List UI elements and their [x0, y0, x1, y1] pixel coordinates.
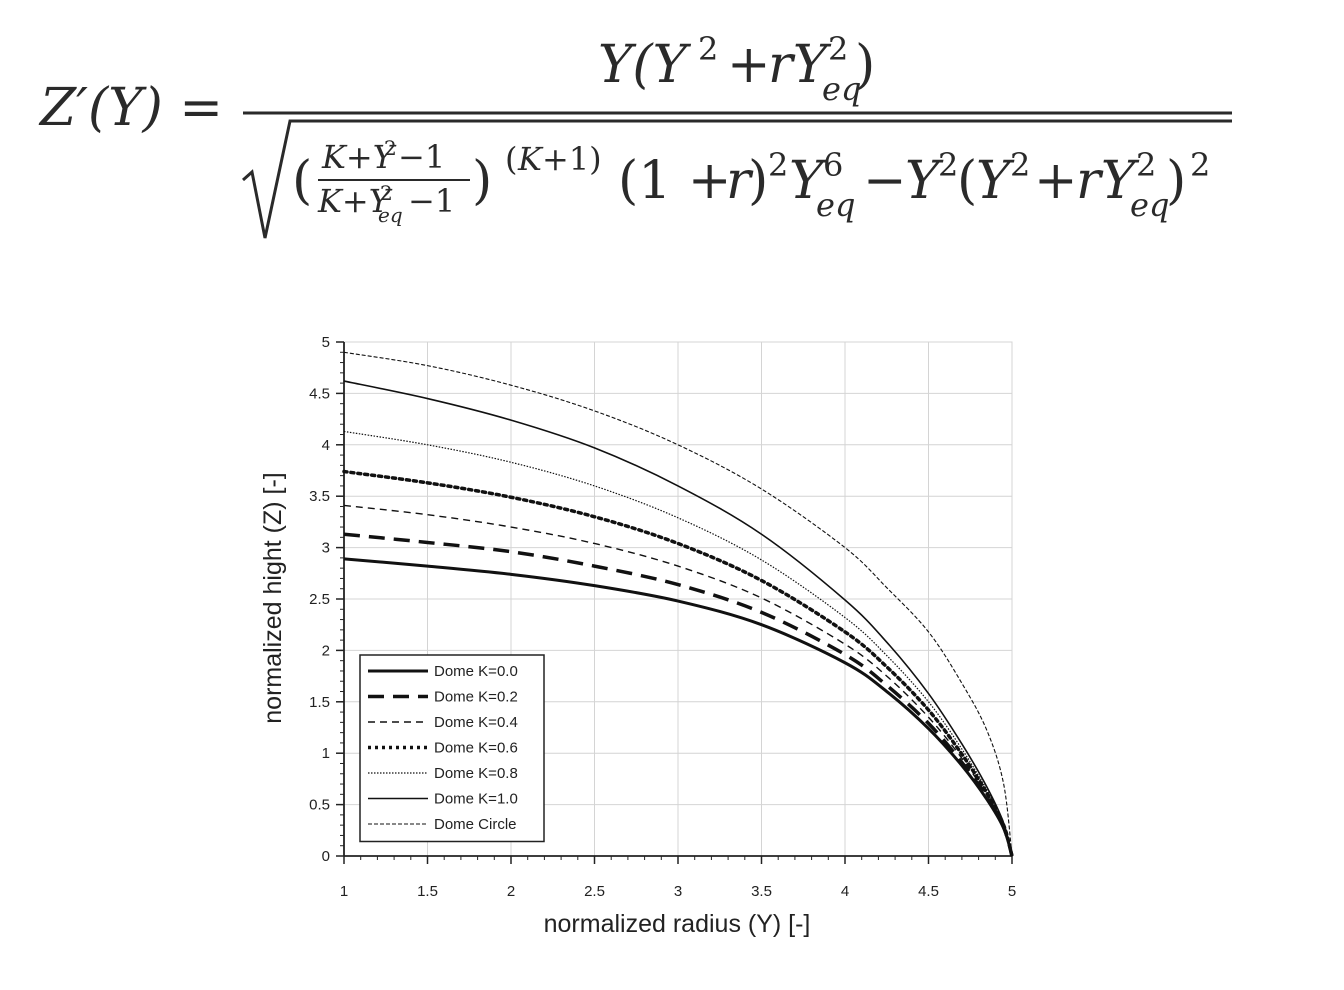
svg-text:): )	[748, 151, 768, 211]
svg-text:+1): +1)	[542, 140, 602, 178]
legend-label: Dome K=1.0	[434, 791, 518, 808]
x-tick-label: 4.5	[918, 883, 939, 900]
legend: Dome K=0.0 Dome K=0.2 Dome K=0.4 Dome K=0.6…	[359, 654, 545, 843]
series-line-dome-k-1-0	[343, 380, 1013, 857]
legend-label: Dome K=0.2	[434, 689, 518, 706]
equation-lhs: Z′(Y) =	[38, 78, 223, 138]
tick-labels: 1 1.5 2 2.5 3 3.5 4 4.5 5 0 0.5 1 1.5 2 2.5 3 3.5 4 4.5 5	[309, 334, 1016, 900]
svg-text:(: (	[957, 151, 977, 211]
svg-text:eq: eq	[816, 186, 855, 224]
svg-text:eq: eq	[378, 203, 403, 227]
equation-radicand: ( K+Y 2 −1 K+Y 2 eq −1 ) ( K +1) (1 + r …	[292, 136, 1210, 227]
svg-text:Y(Y: Y(Y	[598, 35, 692, 95]
svg-text:eq: eq	[822, 70, 861, 108]
svg-text:rY: rY	[768, 35, 832, 95]
y-tick-label: 2.5	[309, 591, 330, 608]
x-tick-label: 1	[340, 883, 348, 900]
y-tick-label: 3.5	[309, 488, 330, 505]
y-tick-label: 0	[322, 848, 330, 865]
svg-text:): )	[1166, 151, 1186, 211]
x-tick-label: 1.5	[417, 883, 438, 900]
y-tick-label: 4.5	[309, 385, 330, 402]
series-group	[342, 351, 1014, 858]
svg-text:rY: rY	[1076, 151, 1140, 211]
svg-text:−: −	[863, 151, 907, 211]
legend-label: Dome Circle	[434, 816, 517, 833]
svg-text:(: (	[292, 151, 312, 211]
svg-text:2: 2	[828, 30, 848, 68]
svg-text:): )	[855, 35, 875, 95]
svg-text:6: 6	[823, 146, 843, 184]
svg-text:2: 2	[1190, 146, 1210, 184]
svg-text:Y: Y	[789, 151, 828, 211]
series-line-dome-circle	[343, 351, 1013, 857]
svg-text:+: +	[727, 35, 771, 95]
y-tick-label: 1	[322, 745, 330, 762]
x-axis-label: normalized radius (Y) [-]	[544, 910, 811, 938]
svg-text:Y: Y	[976, 151, 1015, 211]
y-tick-label: 4	[322, 437, 330, 454]
y-tick-label: 1.5	[309, 694, 330, 711]
svg-text:2: 2	[380, 181, 393, 205]
legend-label: Dome K=0.8	[434, 765, 518, 782]
legend-label: Dome K=0.6	[434, 740, 518, 757]
equation-numerator: Y(Y 2 + rY 2 eq )	[598, 30, 875, 108]
legend-label: Dome K=0.0	[434, 663, 518, 680]
svg-text:K: K	[517, 140, 544, 178]
x-tick-label: 5	[1008, 883, 1016, 900]
svg-text:2: 2	[768, 146, 788, 184]
svg-text:Y: Y	[905, 151, 944, 211]
svg-text:2: 2	[1136, 146, 1156, 184]
svg-text:K+Y: K+Y	[321, 138, 397, 176]
x-tick-label: 2	[507, 883, 515, 900]
svg-text:2: 2	[384, 136, 397, 160]
svg-text:2: 2	[938, 146, 958, 184]
series-line-dome-k-0-8	[343, 430, 1013, 857]
svg-text:): )	[472, 151, 492, 211]
svg-text:2: 2	[1010, 146, 1030, 184]
y-tick-label: 2	[322, 642, 330, 659]
x-tick-label: 3	[674, 883, 682, 900]
series-line-dome-k-0-6	[342, 469, 1014, 858]
svg-text:r: r	[726, 151, 754, 211]
svg-text:(: (	[505, 140, 517, 178]
svg-text:−1: −1	[398, 138, 445, 176]
x-tick-label: 2.5	[584, 883, 605, 900]
svg-text:eq: eq	[1130, 186, 1169, 224]
svg-text:+: +	[1034, 151, 1078, 211]
svg-text:K+Y: K+Y	[317, 182, 393, 220]
svg-text:(1 +: (1 +	[618, 151, 731, 211]
y-tick-label: 0.5	[309, 797, 330, 814]
svg-text:−1: −1	[408, 182, 455, 220]
legend-label: Dome K=0.4	[434, 714, 518, 731]
y-axis-label: normalized hight (Z) [-]	[259, 472, 287, 723]
series-line-dome-k-0-2	[343, 532, 1014, 857]
axes	[336, 341, 1013, 864]
svg-text:2: 2	[698, 30, 718, 68]
series-line-dome-k-0-4	[343, 504, 1013, 857]
y-tick-label: 3	[322, 540, 330, 557]
y-tick-label: 5	[322, 334, 330, 351]
series-line-dome-k-0-0	[343, 557, 1014, 857]
equation: Z′(Y) = Y(Y 2 + rY 2 eq ) ( K+Y 2 −1 K+Y…	[38, 30, 1232, 239]
x-tick-label: 4	[841, 883, 849, 900]
x-tick-label: 3.5	[751, 883, 772, 900]
